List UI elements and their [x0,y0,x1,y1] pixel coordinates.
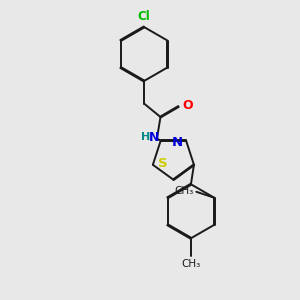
Text: CH₃: CH₃ [181,259,201,269]
Text: CH₃: CH₃ [175,186,194,196]
Text: H: H [141,132,150,142]
Text: Cl: Cl [138,10,150,22]
Text: S: S [158,157,168,170]
Text: N: N [171,136,182,148]
Text: O: O [182,98,193,112]
Text: N: N [149,130,160,144]
